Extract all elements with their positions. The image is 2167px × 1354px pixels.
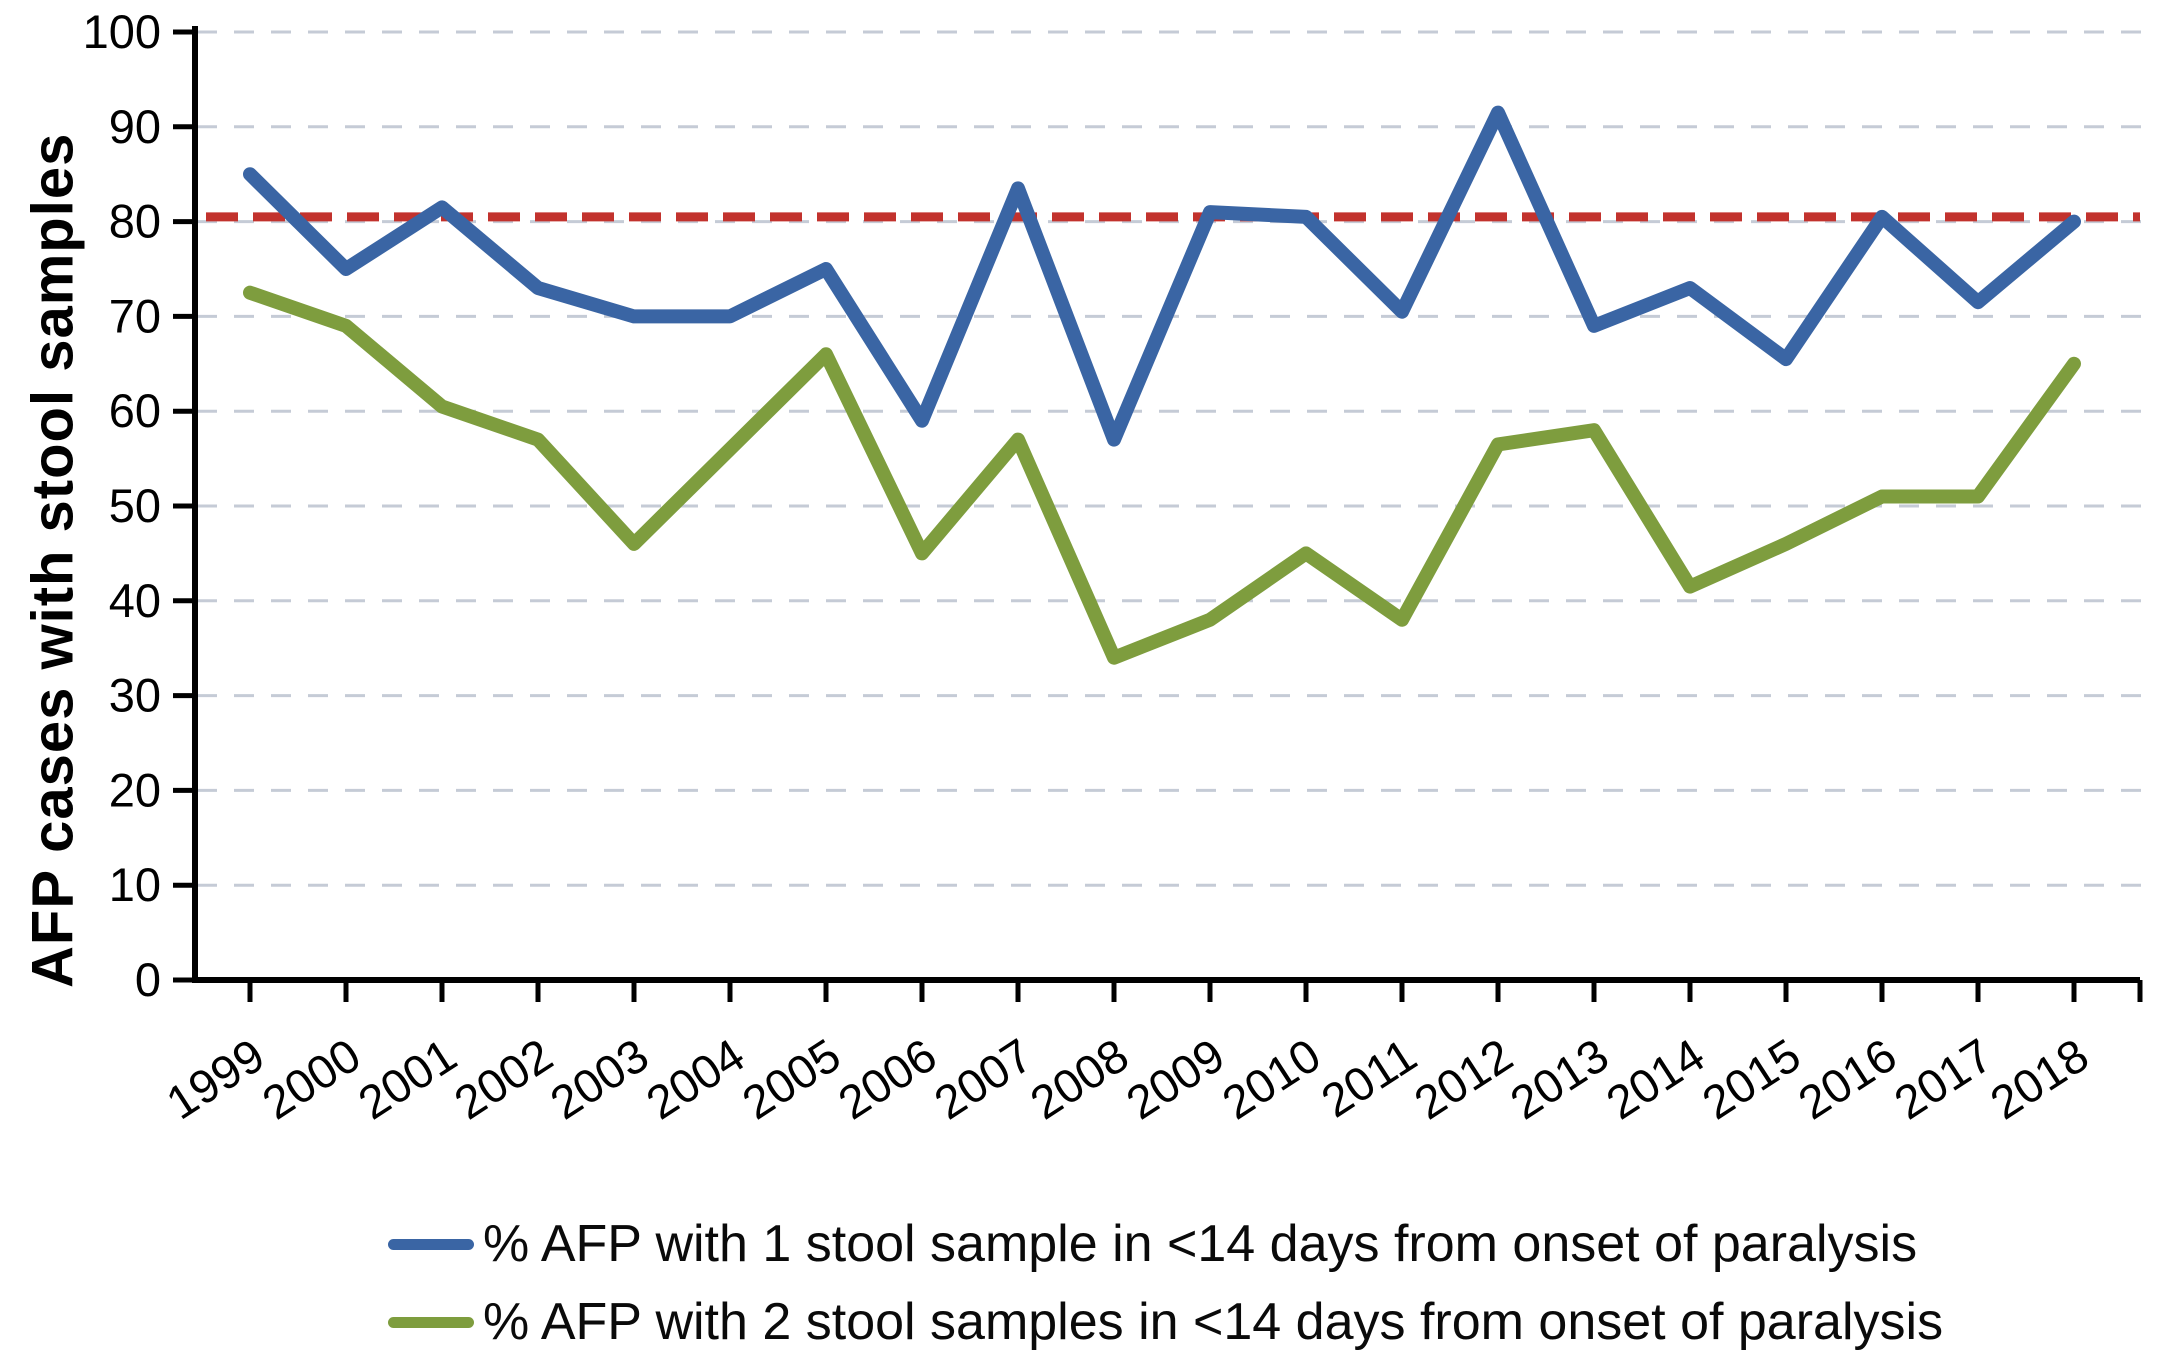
x-tick-label: 2001: [349, 1028, 466, 1129]
y-tick-label: 50: [109, 479, 161, 532]
x-tick-label: 2016: [1789, 1028, 1906, 1129]
series-line-2-stool: [243, 285, 2081, 665]
legend-item-2-stool: % AFP with 2 stool samples in <14 days f…: [388, 1290, 1943, 1354]
x-tick-label: 2018: [1981, 1028, 2098, 1129]
legend-swatch-1-stool-line: [388, 1238, 474, 1250]
x-tick-label: 2015: [1693, 1028, 1810, 1129]
x-tick-label: 2011: [1312, 1028, 1426, 1128]
y-axis-title: AFP cases with stool samples: [20, 132, 86, 988]
x-tick-label: 2003: [541, 1028, 658, 1129]
x-tick-label: 2007: [925, 1028, 1042, 1129]
y-tick-label: 70: [109, 289, 161, 342]
x-tick-label: 2017: [1885, 1028, 2002, 1129]
x-tick-label: 2005: [733, 1028, 850, 1129]
y-tick-label: 10: [109, 858, 161, 911]
x-tick-label: 2002: [445, 1028, 562, 1129]
y-tick-label: 20: [109, 763, 161, 816]
x-tick-label: 2009: [1117, 1028, 1234, 1129]
x-tick-label: 2000: [253, 1028, 370, 1129]
x-tick-label: 1999: [157, 1028, 274, 1129]
legend-item-1-stool: % AFP with 1 stool sample in <14 days fr…: [388, 1212, 1943, 1276]
x-tick-label: 2004: [637, 1028, 754, 1129]
y-tick-label: 100: [83, 5, 161, 58]
y-tick-label: 30: [109, 669, 161, 722]
y-tick-label: 90: [109, 100, 161, 153]
x-tick-label: 2012: [1405, 1028, 1522, 1129]
x-tick-label: 2010: [1213, 1028, 1330, 1129]
y-tick-label: 80: [109, 195, 161, 248]
x-tick-label: 2013: [1501, 1028, 1618, 1129]
legend: % AFP with 1 stool sample in <14 days fr…: [388, 1212, 1943, 1354]
series-line-1-stool: [243, 105, 2081, 447]
legend-swatch-2-stool-line: [388, 1316, 474, 1328]
legend-label-2-stool: % AFP with 2 stool samples in <14 days f…: [483, 1293, 1944, 1351]
y-tick-label: 0: [135, 953, 161, 1006]
x-tick-label: 2008: [1021, 1028, 1138, 1129]
x-tick-label: 2006: [829, 1028, 946, 1129]
legend-label-1-stool: % AFP with 1 stool sample in <14 days fr…: [483, 1215, 1918, 1273]
y-tick-label: 60: [109, 384, 161, 437]
x-tick-label: 2014: [1597, 1028, 1714, 1129]
y-tick-label: 40: [109, 574, 161, 627]
